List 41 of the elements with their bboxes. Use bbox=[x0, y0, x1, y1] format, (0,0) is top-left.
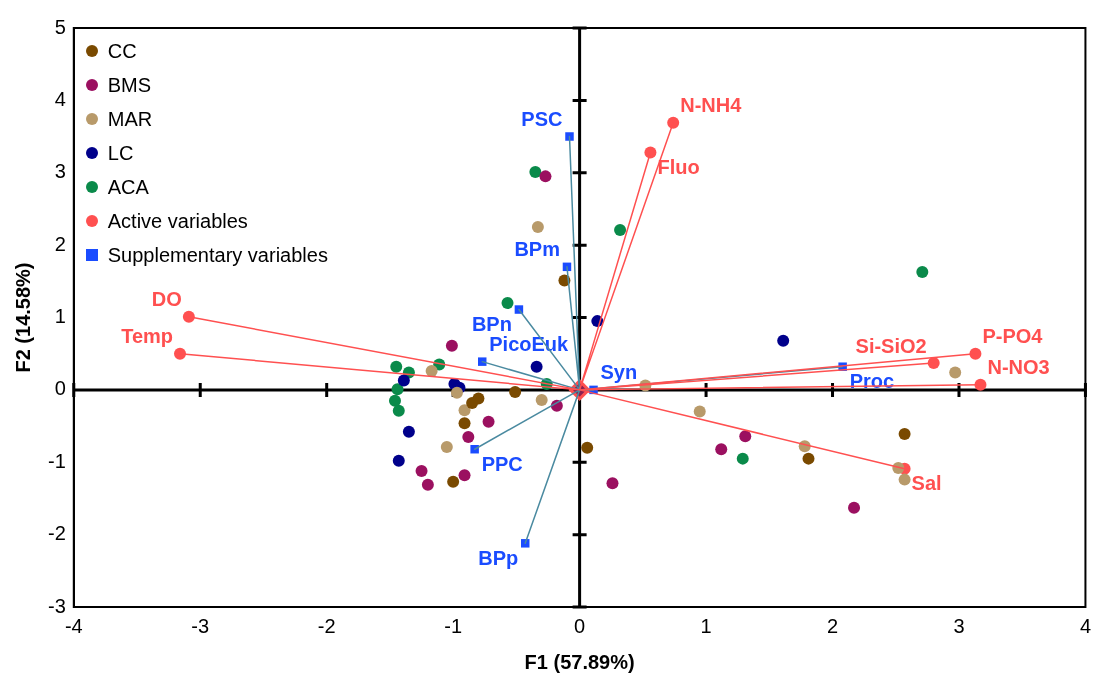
x-tick-label: -4 bbox=[64, 614, 83, 637]
data-label: PPC bbox=[481, 452, 523, 475]
data-label: BPp bbox=[478, 546, 519, 569]
data-label: BPm bbox=[514, 238, 560, 261]
legend-label: BMS bbox=[107, 73, 152, 98]
legend-label: ACA bbox=[107, 175, 149, 200]
legend-label: CC bbox=[107, 39, 137, 64]
data-label: Sal bbox=[911, 472, 942, 495]
legend-label: Active variables bbox=[107, 209, 248, 234]
data-label: Si-SiO2 bbox=[855, 334, 927, 357]
x-axis-title: F1 (57.89%) bbox=[524, 650, 635, 673]
x-tick-label: -2 bbox=[317, 614, 336, 637]
data-label: PSC bbox=[521, 108, 563, 131]
y-tick-label: 1 bbox=[54, 305, 66, 328]
y-tick-label: 0 bbox=[54, 377, 66, 400]
x-tick-label: -1 bbox=[444, 614, 463, 637]
data-label: Temp bbox=[121, 325, 174, 348]
y-tick-label: 5 bbox=[54, 15, 66, 38]
data-label: N-NH4 bbox=[680, 94, 743, 117]
data-label: Fluo bbox=[657, 156, 700, 178]
x-tick-label: 0 bbox=[574, 614, 586, 637]
legend-label: Supplementary variables bbox=[107, 243, 328, 268]
x-tick-label: 1 bbox=[700, 614, 712, 637]
legend-label: MAR bbox=[107, 107, 153, 132]
y-tick-label: 3 bbox=[54, 160, 66, 183]
y-tick-label: -2 bbox=[47, 522, 66, 545]
data-label: Syn bbox=[600, 361, 638, 384]
data-label: DO bbox=[151, 288, 182, 311]
x-tick-label: 4 bbox=[1079, 614, 1091, 637]
data-label: P-PO4 bbox=[982, 325, 1044, 348]
y-axis-title: F2 (14.58%) bbox=[11, 262, 34, 373]
data-label: BPn bbox=[471, 313, 512, 336]
y-tick-label: -3 bbox=[47, 594, 66, 617]
x-tick-label: -3 bbox=[191, 614, 210, 637]
x-tick-label: 3 bbox=[953, 614, 965, 637]
x-tick-label: 2 bbox=[826, 614, 839, 637]
legend-label: LC bbox=[107, 141, 134, 166]
data-label: N-NO3 bbox=[987, 356, 1050, 379]
y-tick-label: 2 bbox=[54, 232, 66, 255]
y-tick-label: 4 bbox=[54, 87, 66, 110]
y-tick-label: -1 bbox=[47, 449, 66, 472]
